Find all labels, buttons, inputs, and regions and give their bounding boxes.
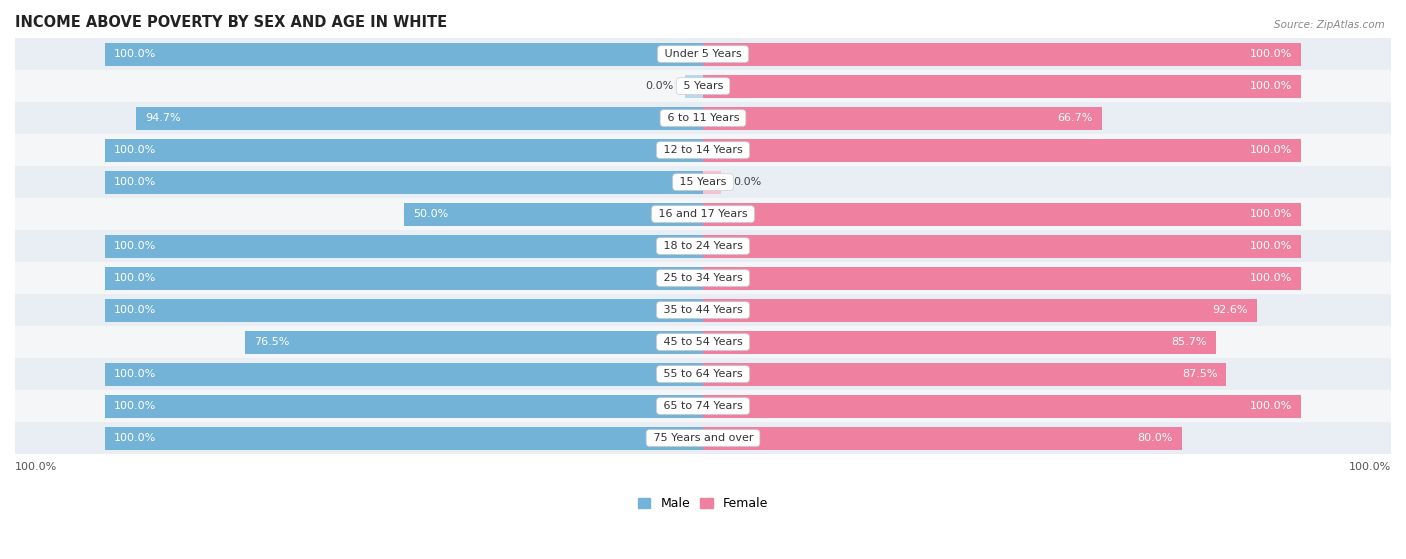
Text: Source: ZipAtlas.com: Source: ZipAtlas.com [1274,20,1385,30]
Bar [703,267,1302,290]
Bar [404,202,703,226]
Bar [104,235,703,258]
Text: 100.0%: 100.0% [114,241,156,251]
Text: 87.5%: 87.5% [1182,369,1218,379]
Bar [15,134,1391,166]
Text: 66.7%: 66.7% [1057,113,1092,123]
Bar [703,235,1302,258]
Text: 100.0%: 100.0% [114,433,156,443]
Text: 15 Years: 15 Years [676,177,730,187]
Bar [703,202,1302,226]
Bar [104,427,703,449]
Text: 80.0%: 80.0% [1137,433,1173,443]
Bar [703,427,1181,449]
Text: 100.0%: 100.0% [114,369,156,379]
Bar [15,198,1391,230]
Text: 100.0%: 100.0% [114,49,156,59]
Text: 100.0%: 100.0% [114,273,156,283]
Text: 6 to 11 Years: 6 to 11 Years [664,113,742,123]
Bar [104,42,703,65]
Bar [104,267,703,290]
Bar [104,170,703,193]
Bar [245,330,703,354]
Text: 45 to 54 Years: 45 to 54 Years [659,337,747,347]
Text: 50.0%: 50.0% [413,209,449,219]
Bar [703,299,1257,321]
Text: 100.0%: 100.0% [1348,462,1391,472]
Text: 0.0%: 0.0% [645,81,673,91]
Bar [15,262,1391,294]
Text: 85.7%: 85.7% [1171,337,1206,347]
Text: 100.0%: 100.0% [1250,273,1292,283]
Bar [685,74,703,98]
Text: 65 to 74 Years: 65 to 74 Years [659,401,747,411]
Text: 100.0%: 100.0% [1250,145,1292,155]
Text: INCOME ABOVE POVERTY BY SEX AND AGE IN WHITE: INCOME ABOVE POVERTY BY SEX AND AGE IN W… [15,15,447,30]
Bar [703,42,1302,65]
Bar [104,299,703,321]
Text: 100.0%: 100.0% [1250,49,1292,59]
Bar [703,330,1216,354]
Bar [104,395,703,418]
Bar [15,166,1391,198]
Text: 94.7%: 94.7% [145,113,181,123]
Text: 100.0%: 100.0% [1250,81,1292,91]
Bar [15,38,1391,70]
Text: 100.0%: 100.0% [114,305,156,315]
Bar [703,363,1226,386]
Text: 76.5%: 76.5% [254,337,290,347]
Text: 16 and 17 Years: 16 and 17 Years [655,209,751,219]
Text: 12 to 14 Years: 12 to 14 Years [659,145,747,155]
Bar [15,422,1391,454]
Text: 100.0%: 100.0% [1250,401,1292,411]
Bar [703,74,1302,98]
Bar [703,170,721,193]
Bar [15,294,1391,326]
Text: 100.0%: 100.0% [114,145,156,155]
Text: 100.0%: 100.0% [114,177,156,187]
Text: 100.0%: 100.0% [1250,209,1292,219]
Text: 35 to 44 Years: 35 to 44 Years [659,305,747,315]
Text: 75 Years and over: 75 Years and over [650,433,756,443]
Bar [703,107,1102,130]
Bar [703,395,1302,418]
Bar [104,363,703,386]
Legend: Male, Female: Male, Female [633,492,773,515]
Bar [136,107,703,130]
Text: 100.0%: 100.0% [114,401,156,411]
Text: 55 to 64 Years: 55 to 64 Years [659,369,747,379]
Bar [15,390,1391,422]
Text: 100.0%: 100.0% [15,462,58,472]
Text: 100.0%: 100.0% [1250,241,1292,251]
Bar [104,139,703,162]
Text: 18 to 24 Years: 18 to 24 Years [659,241,747,251]
Text: 5 Years: 5 Years [679,81,727,91]
Text: 0.0%: 0.0% [733,177,761,187]
Bar [15,358,1391,390]
Text: 25 to 34 Years: 25 to 34 Years [659,273,747,283]
Bar [15,70,1391,102]
Bar [15,326,1391,358]
Text: Under 5 Years: Under 5 Years [661,49,745,59]
Bar [15,102,1391,134]
Bar [703,139,1302,162]
Text: 92.6%: 92.6% [1212,305,1249,315]
Bar [15,230,1391,262]
